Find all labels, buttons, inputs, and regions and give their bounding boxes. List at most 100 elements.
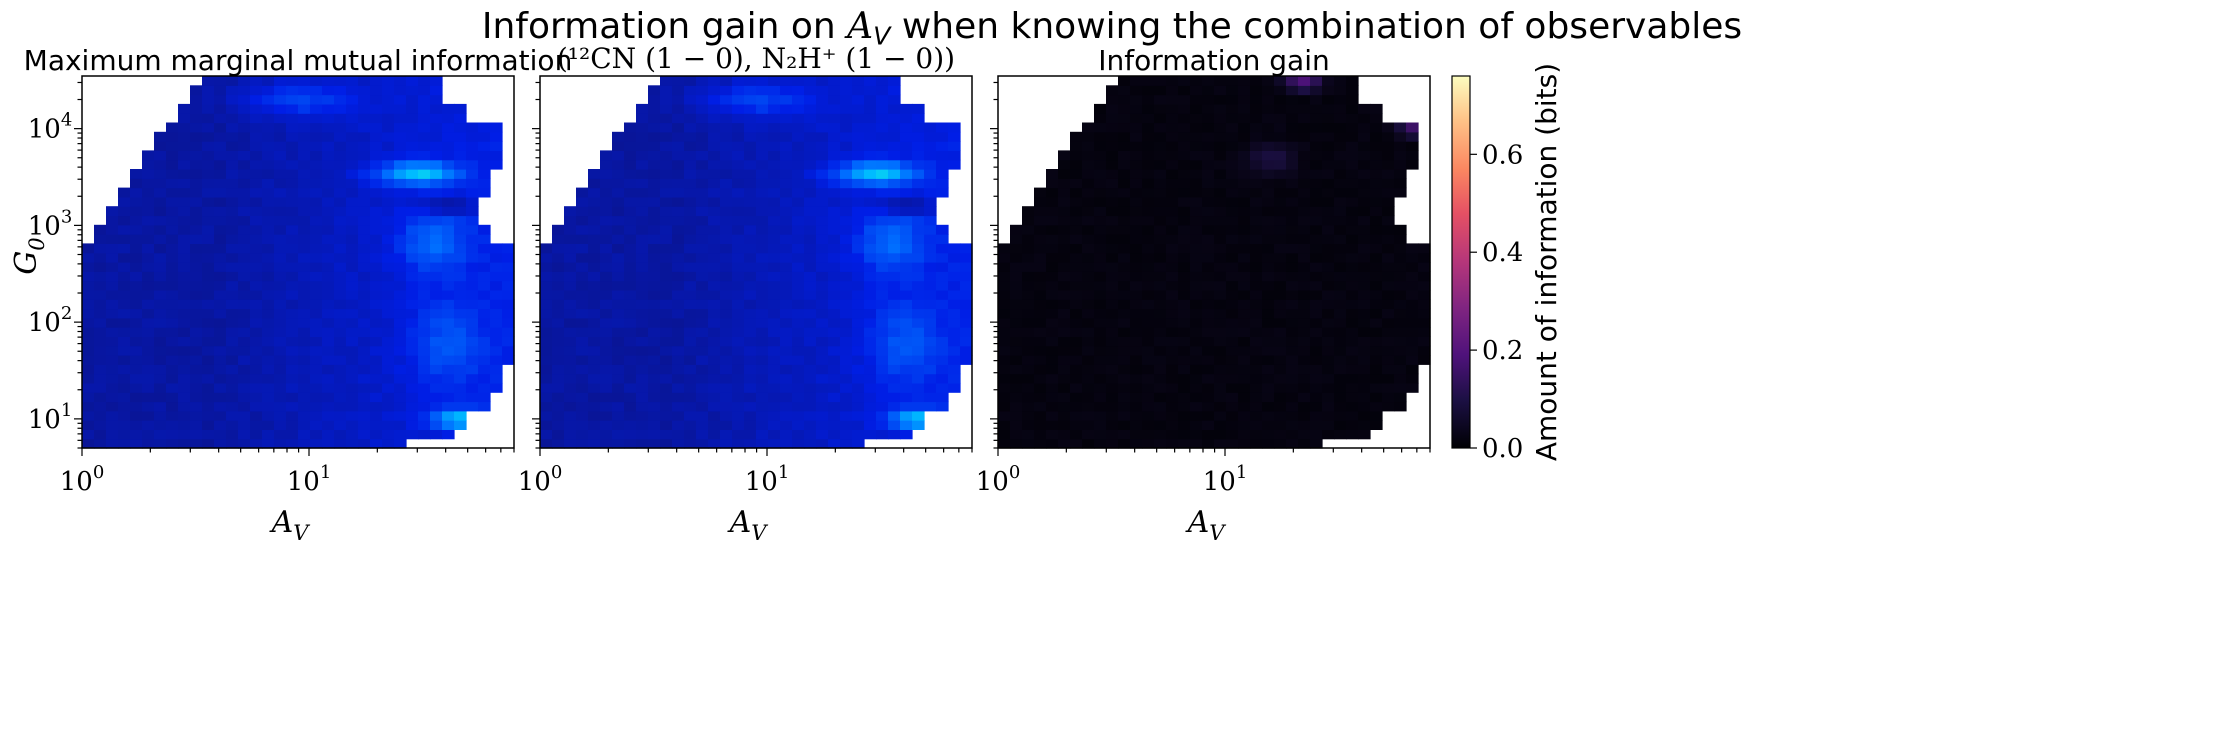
heatmap-cell <box>1034 224 1047 235</box>
heatmap-cell <box>1286 271 1299 282</box>
heatmap-cell <box>1202 206 1215 217</box>
heatmap-cell <box>1142 345 1155 356</box>
heatmap-cell <box>828 76 841 86</box>
heatmap-cell <box>576 252 589 263</box>
heatmap-cell <box>1106 420 1119 430</box>
heatmap-cell <box>202 355 215 365</box>
heatmap-cell <box>636 401 649 412</box>
heatmap-cell <box>406 178 419 189</box>
heatmap-cell <box>780 280 793 291</box>
heatmap-cell <box>262 113 275 124</box>
heatmap-cell <box>744 336 757 347</box>
heatmap-cell <box>1370 206 1383 217</box>
heatmap-cell <box>948 243 961 254</box>
heatmap-cell <box>708 429 721 440</box>
heatmap-cell <box>900 271 913 282</box>
heatmap-cell <box>912 382 925 393</box>
heatmap-cell <box>1142 327 1155 337</box>
heatmap-cell <box>588 401 601 412</box>
heatmap-cell <box>166 336 179 347</box>
heatmap-cell <box>1118 76 1131 86</box>
heatmap-cell <box>672 234 685 244</box>
heatmap-cell <box>1322 206 1335 217</box>
heatmap-cell <box>154 169 167 179</box>
heatmap-cell <box>1322 289 1335 300</box>
heatmap-cell <box>94 438 107 449</box>
heatmap-cell <box>406 94 419 105</box>
heatmap-cell <box>382 113 395 124</box>
heatmap-cell <box>478 187 491 198</box>
heatmap-cell <box>732 187 745 198</box>
heatmap-cell <box>768 280 781 291</box>
heatmap-cell <box>310 76 323 86</box>
heatmap-cell <box>1202 187 1215 198</box>
heatmap-cell <box>262 392 275 403</box>
heatmap-cell <box>924 355 937 365</box>
heatmap-cell <box>106 327 119 337</box>
heatmap-cell <box>1046 280 1059 291</box>
heatmap-cell <box>900 308 913 319</box>
heatmap-cell <box>876 382 889 393</box>
heatmap-cell <box>406 252 419 263</box>
heatmap-cell <box>660 76 673 86</box>
heatmap-cell <box>1262 438 1275 449</box>
heatmap-cell <box>1262 141 1275 151</box>
heatmap-cell <box>564 429 577 440</box>
heatmap-cell <box>154 243 167 254</box>
heatmap-cell <box>430 327 443 337</box>
heatmap-cell <box>1130 224 1143 235</box>
heatmap-cell <box>1142 308 1155 319</box>
heatmap-cell <box>1178 103 1191 114</box>
heatmap-cell <box>684 373 697 384</box>
heatmap-cell <box>876 122 889 133</box>
heatmap-cell <box>804 243 817 254</box>
heatmap-cell <box>852 224 865 235</box>
heatmap-cell <box>900 392 913 403</box>
heatmap-cell <box>1394 382 1407 393</box>
heatmap-cell <box>1238 392 1251 403</box>
heatmap-cell <box>1226 187 1239 198</box>
heatmap-cell <box>1418 336 1431 347</box>
heatmap-cell <box>430 280 443 291</box>
heatmap-cell <box>1178 234 1191 244</box>
heatmap-cell <box>1118 355 1131 365</box>
heatmap-cell <box>1238 420 1251 430</box>
heatmap-cell <box>1334 373 1347 384</box>
heatmap-cell <box>1178 122 1191 133</box>
heatmap-cell <box>1034 206 1047 217</box>
heatmap-cell <box>816 141 829 151</box>
heatmap-cell <box>142 392 155 403</box>
heatmap-cell <box>1070 252 1083 263</box>
heatmap-cell <box>744 159 757 170</box>
heatmap-cell <box>334 327 347 337</box>
heatmap-cell <box>864 392 877 403</box>
heatmap-cell <box>262 308 275 319</box>
heatmap-cell <box>1250 327 1263 337</box>
heatmap-cell <box>1286 178 1299 189</box>
heatmap-cell <box>250 234 263 244</box>
heatmap-cell <box>94 336 107 347</box>
heatmap-cell <box>1262 355 1275 365</box>
heatmap-cell <box>1118 206 1131 217</box>
heatmap-cell <box>406 196 419 207</box>
heatmap-cell <box>612 429 625 440</box>
heatmap-cell <box>660 262 673 272</box>
heatmap-cell <box>1214 187 1227 198</box>
heatmap-cell <box>852 271 865 282</box>
heatmap-cell <box>382 196 395 207</box>
heatmap-cell <box>286 159 299 170</box>
heatmap-cell <box>552 438 565 449</box>
heatmap-cell <box>1346 159 1359 170</box>
heatmap-cell <box>624 206 637 217</box>
heatmap-cell <box>1094 289 1107 300</box>
heatmap-cell <box>828 382 841 393</box>
heatmap-cell <box>1286 336 1299 347</box>
heatmap-cell <box>82 373 95 384</box>
heatmap-cell <box>502 280 515 291</box>
heatmap-cell <box>1142 141 1155 151</box>
heatmap-cell <box>756 280 769 291</box>
heatmap-cell <box>334 345 347 356</box>
heatmap-cell <box>1382 122 1395 133</box>
heatmap-cell <box>178 382 191 393</box>
